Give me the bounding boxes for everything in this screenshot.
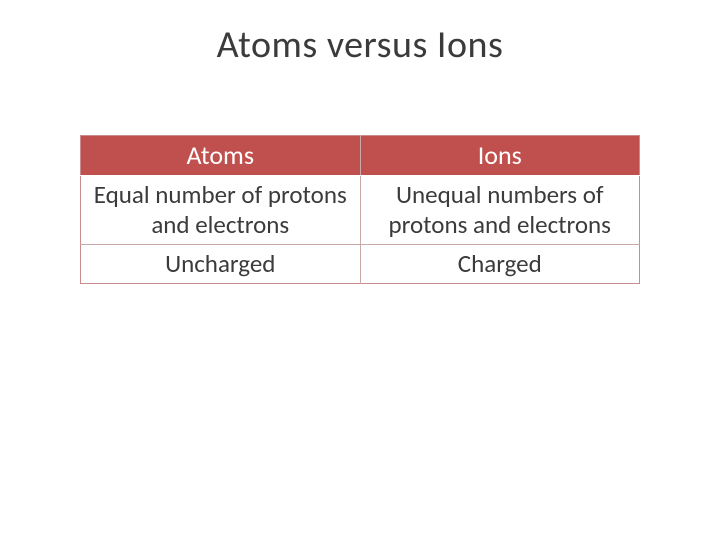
column-header-ions: Ions [360, 136, 640, 176]
table-row: Equal number of protons and electrons Un… [81, 176, 640, 245]
table-cell: Uncharged [81, 245, 361, 284]
slide: Atoms versus Ions Atoms Ions Equal numbe… [0, 0, 720, 540]
table-cell: Equal number of protons and electrons [81, 176, 361, 245]
table-row: Uncharged Charged [81, 245, 640, 284]
table-cell: Unequal numbers of protons and electrons [360, 176, 640, 245]
comparison-table: Atoms Ions Equal number of protons and e… [80, 135, 640, 284]
slide-title: Atoms versus Ions [0, 22, 720, 68]
table-header-row: Atoms Ions [81, 136, 640, 176]
column-header-atoms: Atoms [81, 136, 361, 176]
table-cell: Charged [360, 245, 640, 284]
